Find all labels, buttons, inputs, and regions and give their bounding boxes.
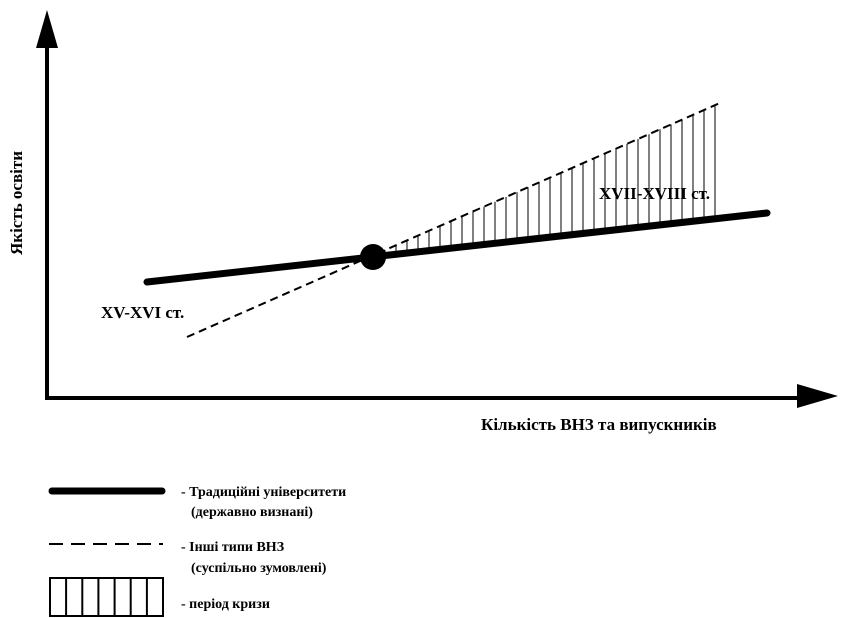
x-axis-label: Кількість ВНЗ та випускників bbox=[481, 415, 717, 434]
y-axis-label: Якість освіти bbox=[7, 151, 26, 255]
late-period-label: XVII-XVIII ст. bbox=[599, 184, 710, 203]
intersection-point bbox=[360, 244, 386, 270]
crisis-period-hatching bbox=[384, 105, 716, 256]
x-axis bbox=[45, 384, 838, 408]
legend-crisis-box bbox=[49, 577, 164, 617]
other-types-dashed-line bbox=[186, 102, 721, 338]
legend-other-types-sublabel: (суспільно зумовлені) bbox=[191, 561, 327, 576]
legend-traditional-label: - Традиційні університети bbox=[181, 485, 346, 500]
traditional-universities-line bbox=[143, 209, 771, 286]
early-period-label: XV-XVI ст. bbox=[101, 303, 184, 322]
x-axis-arrowhead bbox=[797, 384, 838, 408]
legend: - Традиційні університети (державно визн… bbox=[48, 485, 346, 617]
legend-crisis-swatch bbox=[49, 577, 164, 617]
y-axis-arrowhead bbox=[36, 10, 58, 48]
legend-other-types-label: - Інші типи ВНЗ bbox=[181, 540, 284, 555]
y-axis bbox=[36, 10, 58, 398]
legend-traditional-sublabel: (державно визнані) bbox=[191, 505, 313, 520]
legend-crisis-label: - період кризи bbox=[181, 597, 270, 612]
